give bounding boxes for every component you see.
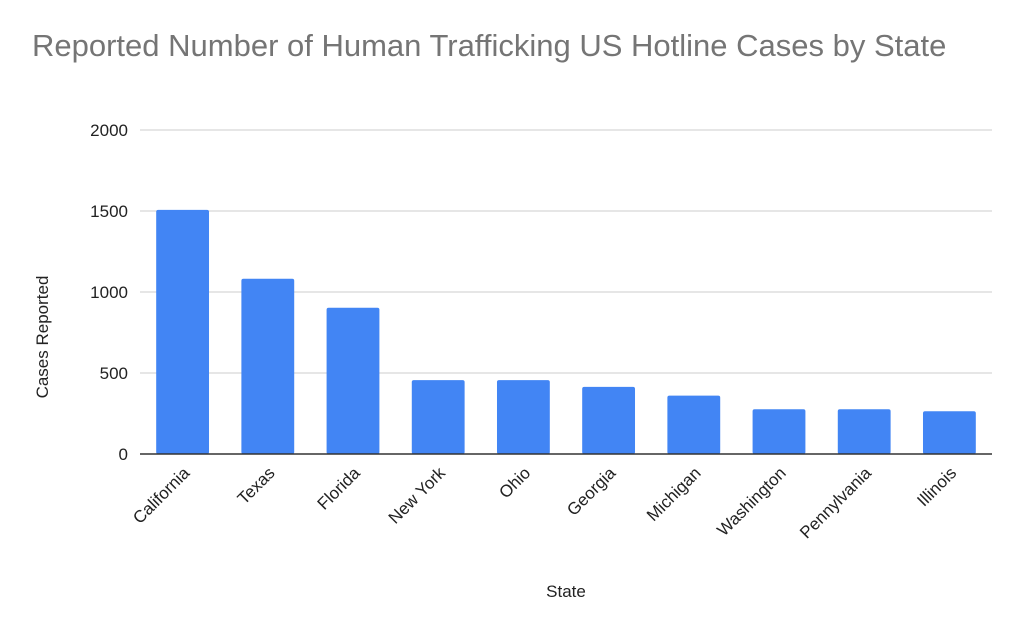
- x-tick-label: Pennylvania: [796, 463, 875, 542]
- y-axis-ticks: 0 500 1000 1500 2000: [90, 121, 128, 464]
- y-tick-label: 0: [119, 445, 128, 464]
- y-tick-label: 2000: [90, 121, 128, 140]
- bar-illinois: [922, 411, 976, 454]
- x-tick-label: Illinois: [913, 463, 960, 510]
- bars: [156, 209, 976, 454]
- x-tick-label: Georgia: [563, 463, 620, 520]
- x-axis-ticks: California Texas Florida New York Ohio Georgi…: [129, 463, 960, 542]
- bar-california: [156, 209, 210, 454]
- bar-ohio: [496, 380, 550, 454]
- bar-pennylvania: [837, 409, 891, 454]
- x-tick-label: Florida: [314, 463, 365, 514]
- chart-title: Reported Number of Human Trafficking US …: [32, 28, 947, 63]
- bar-washington: [752, 409, 806, 454]
- bar-texas: [241, 278, 295, 454]
- x-tick-label: Ohio: [495, 463, 534, 502]
- y-tick-label: 500: [100, 364, 128, 383]
- y-tick-label: 1000: [90, 283, 128, 302]
- x-tick-label: California: [129, 463, 194, 528]
- x-axis-label: State: [546, 582, 586, 601]
- x-tick-label: New York: [385, 463, 450, 528]
- x-tick-label: Michigan: [643, 463, 705, 525]
- bar-georgia: [582, 386, 636, 454]
- bar-michigan: [667, 395, 721, 454]
- y-tick-label: 1500: [90, 202, 128, 221]
- bar-florida: [326, 307, 380, 454]
- bar-new-york: [411, 380, 465, 454]
- x-tick-label: Washington: [713, 463, 789, 539]
- x-tick-label: Texas: [234, 463, 279, 508]
- y-axis-label: Cases Reported: [33, 276, 52, 399]
